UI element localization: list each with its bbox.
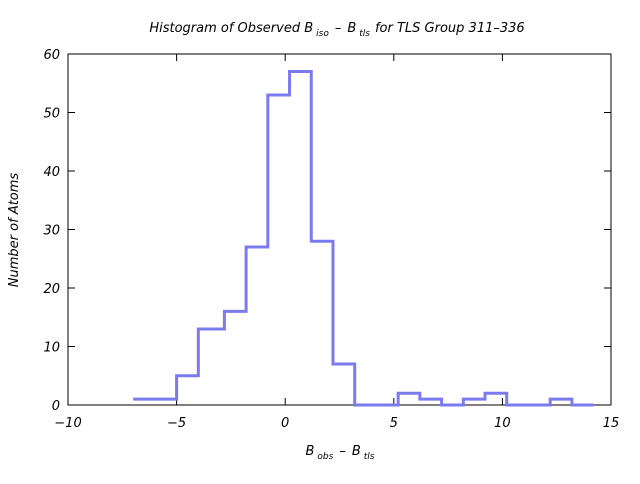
- xlabel-b1: B: [306, 444, 315, 459]
- xlabel-sub-tls: tls: [364, 452, 375, 462]
- histogram-bin: [485, 393, 507, 405]
- histogram-bin: [177, 376, 199, 405]
- x-tick-label: −10: [54, 416, 81, 431]
- histogram-bin: [224, 311, 246, 405]
- xlabel-b2: B: [352, 444, 361, 459]
- x-tick-label: 15: [603, 416, 620, 431]
- histogram-bin: [246, 247, 268, 405]
- y-tick-label: 40: [43, 165, 60, 180]
- x-tick-label: −5: [167, 416, 186, 431]
- y-tick-label: 0: [52, 399, 60, 414]
- plot-frame: [67, 53, 612, 406]
- title-sub-iso: iso: [316, 29, 329, 39]
- y-axis: 0 10 20 30 40 50 60: [43, 48, 611, 414]
- x-axis: −10 −5 0 5 10 15: [54, 54, 619, 431]
- y-tick-label: 50: [43, 107, 60, 122]
- title-minus: –: [335, 21, 342, 36]
- y-axis-label: Number of Atoms: [7, 173, 22, 288]
- histogram-bin: [420, 399, 442, 405]
- x-tick-label: 0: [281, 416, 289, 431]
- histogram-bin: [463, 399, 485, 405]
- y-tick-label: 10: [43, 341, 60, 356]
- xlabel-sub-obs: obs: [317, 452, 333, 462]
- title-b: B: [347, 21, 356, 36]
- x-tick-label: 10: [494, 416, 511, 431]
- y-tick-label: 30: [43, 224, 60, 239]
- histogram-bin: [311, 241, 333, 405]
- histogram-bin: [268, 95, 290, 405]
- histogram-bin: [198, 329, 224, 405]
- histogram-bin: [398, 393, 420, 405]
- title-prefix: Histogram of Observed B: [149, 21, 313, 36]
- x-tick-label: 5: [390, 416, 398, 431]
- histogram-bin: [133, 399, 176, 405]
- histogram-bin: [333, 364, 355, 405]
- histogram-bin: [550, 399, 572, 405]
- y-tick-label: 60: [43, 48, 60, 63]
- histogram-series: [133, 70, 594, 407]
- histogram-outline: [133, 70, 594, 407]
- xlabel-minus: –: [339, 444, 346, 459]
- title-sub-tls: tls: [359, 29, 370, 39]
- histogram-bin: [290, 72, 312, 405]
- title-suffix: for TLS Group 311–336: [375, 21, 525, 36]
- y-tick-label: 20: [43, 282, 60, 297]
